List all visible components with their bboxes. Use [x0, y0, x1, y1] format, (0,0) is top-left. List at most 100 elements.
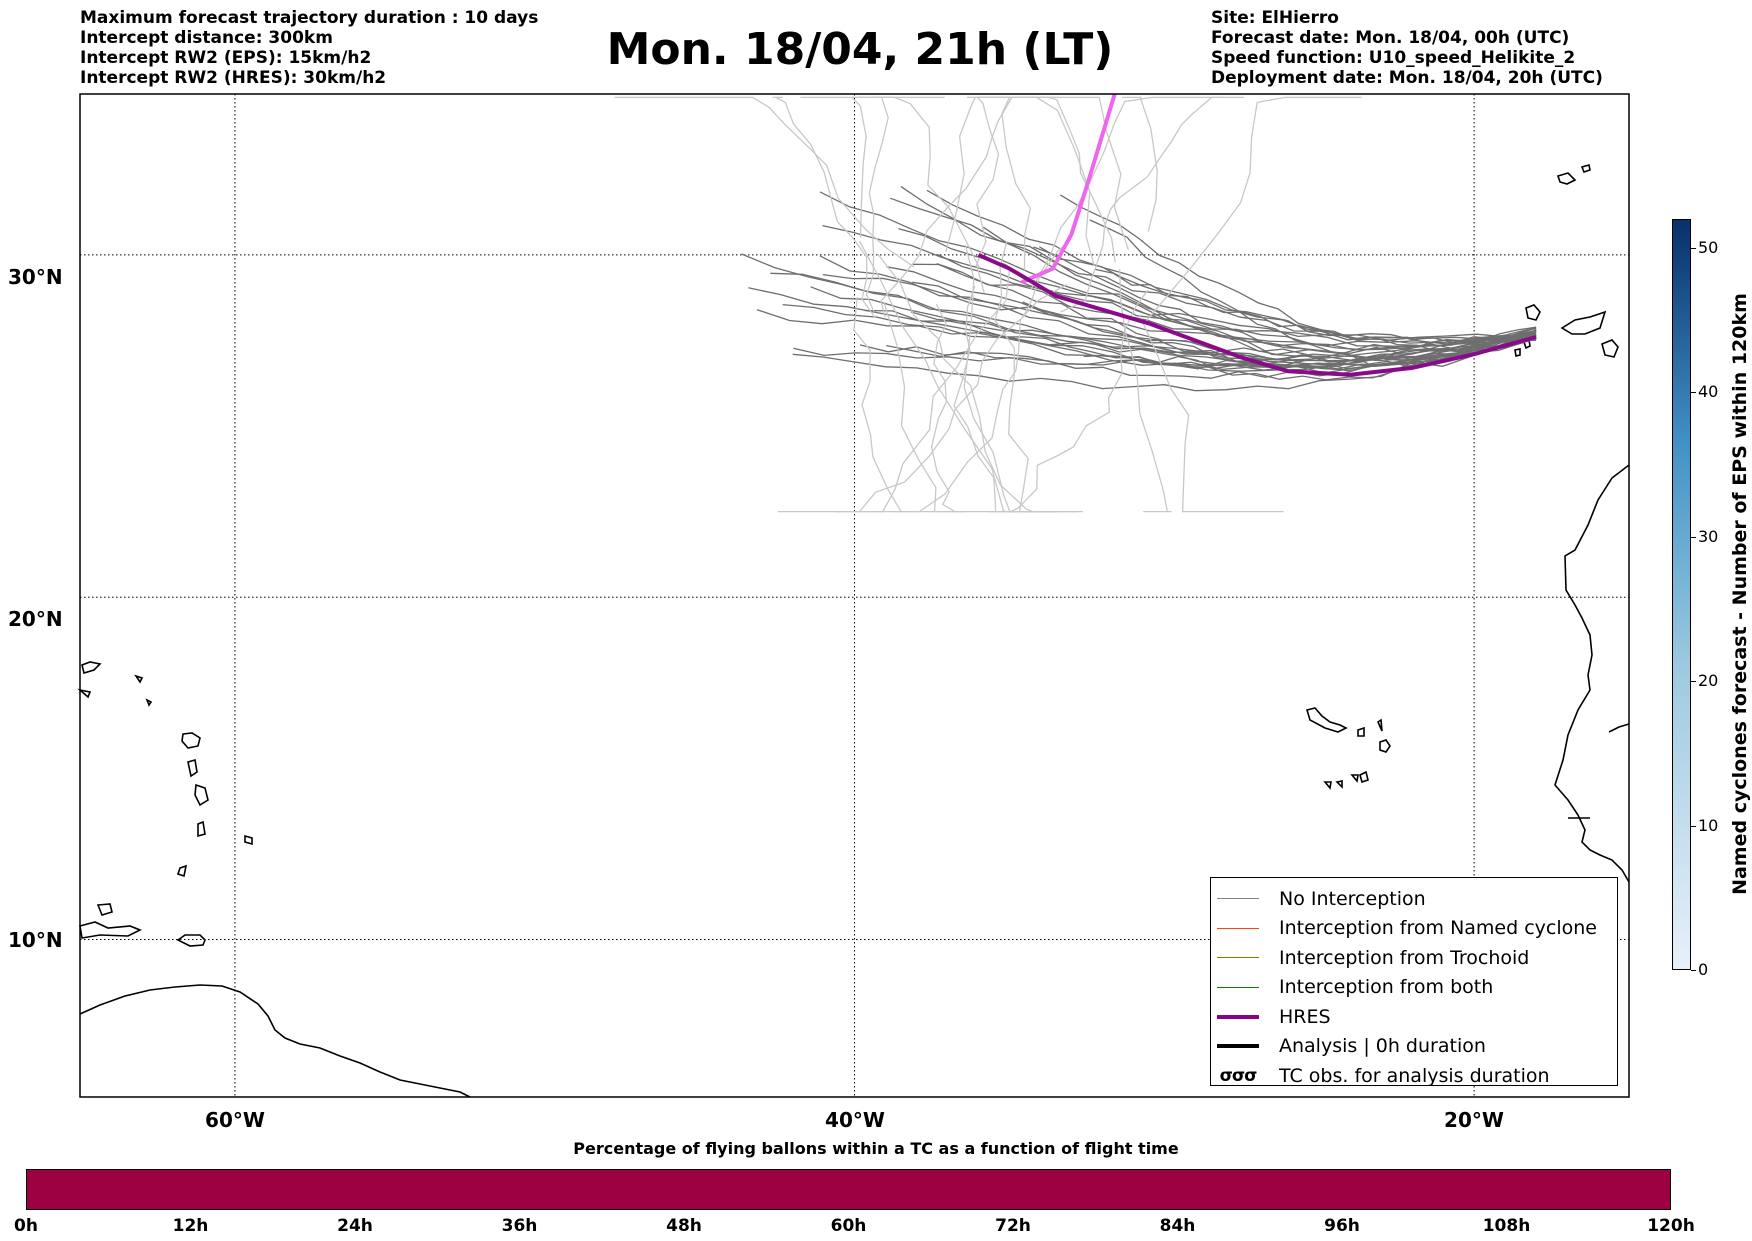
flight-time-bar: [26, 1169, 1671, 1210]
eps-trajectory-late: [1060, 96, 1226, 313]
coastline: [1608, 723, 1630, 733]
eps-trajectory: [822, 224, 1537, 341]
eps-trajectory: [756, 309, 1537, 356]
colorbar-tick-label: 10: [1698, 815, 1719, 835]
coastline: [176, 864, 188, 878]
eps-trajectory-late: [772, 96, 876, 318]
coastline: [187, 758, 198, 778]
coastline: [77, 688, 92, 699]
legend-item-hres: HRES: [1211, 1002, 1617, 1032]
coastline: [1580, 163, 1591, 173]
colorbar-label: Named cyclones forecast - Number of EPS …: [1729, 293, 1751, 895]
time-bar-title: Percentage of flying ballons within a TC…: [573, 1139, 1179, 1158]
lat-label: 10°N: [8, 928, 63, 952]
time-tick-label: 84h: [1159, 1216, 1196, 1236]
eps-trajectory-late: [1138, 314, 1284, 513]
coastline: [1323, 781, 1332, 790]
time-tick-label: 0h: [14, 1216, 38, 1236]
eps-trajectory-late: [1143, 96, 1362, 324]
legend-swatch: [1217, 927, 1259, 929]
lat-label: 20°N: [8, 607, 63, 631]
coastline: [1514, 348, 1521, 357]
colorbar-tick-label: 40: [1698, 382, 1719, 402]
coastline: [134, 674, 144, 684]
coastlines: [77, 163, 1630, 1098]
coastline: [1601, 339, 1619, 358]
eps-trajectory-late: [777, 270, 1011, 513]
lon-label: 60°W: [205, 1108, 265, 1132]
header-line: Site: ElHierro: [1211, 8, 1339, 28]
legend-label: HRES: [1279, 1005, 1331, 1028]
header-line: Speed function: U10_speed_Helikite_2: [1211, 48, 1576, 68]
time-tick-label: 72h: [995, 1216, 1031, 1236]
eps-trajectory-late: [858, 240, 1083, 513]
coastline: [1350, 774, 1359, 783]
colorbar-tick-label: 50: [1698, 237, 1719, 257]
eps-trajectory-late: [853, 297, 957, 513]
header-info-left: Maximum forecast trajectory duration : 1…: [80, 8, 538, 88]
eps-trajectory: [741, 253, 1537, 367]
colorbar-tick-mark: [1691, 392, 1696, 394]
legend-item-no-interception: No Interception: [1211, 884, 1617, 914]
cyclone-colorbar: [1672, 219, 1691, 970]
tc-symbol-icon: σσσ: [1219, 1065, 1258, 1086]
eps-trajectory: [810, 286, 1537, 374]
colorbar-tick-mark: [1691, 681, 1696, 683]
header-line: Intercept RW2 (HRES): 30km/h2: [80, 68, 387, 88]
coastline: [96, 903, 113, 916]
time-tick-label: 96h: [1324, 1216, 1360, 1236]
colorbar-tick-label: 0: [1698, 960, 1709, 979]
colorbar-tick-mark: [1691, 247, 1696, 249]
coastline: [176, 934, 206, 947]
time-tick-label: 12h: [172, 1216, 209, 1236]
lon-label: 40°W: [825, 1108, 885, 1132]
eps-trajectory-late: [989, 290, 1149, 513]
eps-trajectory-late: [865, 96, 889, 313]
coastline: [1305, 707, 1348, 733]
lon-label: 20°W: [1444, 1108, 1504, 1132]
eps-trajectory: [886, 327, 1537, 379]
eps-trajectory: [1039, 246, 1537, 344]
coastline: [181, 732, 201, 749]
lat-label: 30°N: [8, 265, 63, 289]
header-line: Forecast date: Mon. 18/04, 00h (UTC): [1211, 28, 1570, 48]
eps-trajectory-late: [850, 96, 945, 238]
coastline: [1560, 310, 1607, 335]
coastline: [1376, 718, 1383, 732]
colorbar-tick-mark: [1691, 536, 1696, 538]
colorbar-tick-mark: [1691, 825, 1696, 827]
legend-item-trochoid: Interception from Trochoid: [1211, 943, 1617, 973]
coastline: [244, 834, 253, 846]
coastline: [145, 698, 153, 707]
eps-trajectory: [1095, 268, 1537, 344]
legend-item-named-cyclone: Interception from Named cyclone: [1211, 914, 1617, 944]
legend-item-tc-obs: σσσ TC obs. for analysis duration: [1211, 1061, 1617, 1091]
time-tick-label: 36h: [501, 1216, 538, 1236]
coastline: [1359, 770, 1369, 784]
legend-swatch: [1217, 1044, 1259, 1049]
legend-label: Interception from Named cyclone: [1279, 917, 1597, 940]
header-line: Intercept distance: 300km: [80, 28, 333, 48]
eps-trajectory: [819, 255, 1537, 366]
coastline: [79, 921, 142, 939]
header-line: Deployment date: Mon. 18/04, 20h (UTC): [1211, 68, 1603, 88]
eps-trajectory-late: [930, 303, 966, 513]
legend-swatch: [1217, 1014, 1259, 1019]
eps-trajectory: [782, 303, 1537, 371]
legend-swatch: [1217, 986, 1259, 988]
colorbar-tick-label: 20: [1698, 671, 1719, 691]
legend-swatch: [1217, 957, 1259, 959]
map-legend: No Interception Interception from Named …: [1210, 877, 1618, 1087]
colorbar-tick-mark: [1691, 970, 1696, 971]
coastline: [194, 783, 209, 807]
legend-label: No Interception: [1279, 887, 1426, 910]
hres-trajectory-main: [977, 253, 1537, 377]
eps-trajectory: [975, 331, 1537, 381]
legend-label: Interception from Trochoid: [1279, 946, 1530, 969]
eps-trajectories: [614, 96, 1537, 513]
eps-trajectory-late: [945, 96, 1000, 252]
header-line: Maximum forecast trajectory duration : 1…: [80, 8, 539, 28]
time-tick-label: 60h: [830, 1216, 867, 1236]
coastline: [1357, 726, 1365, 737]
